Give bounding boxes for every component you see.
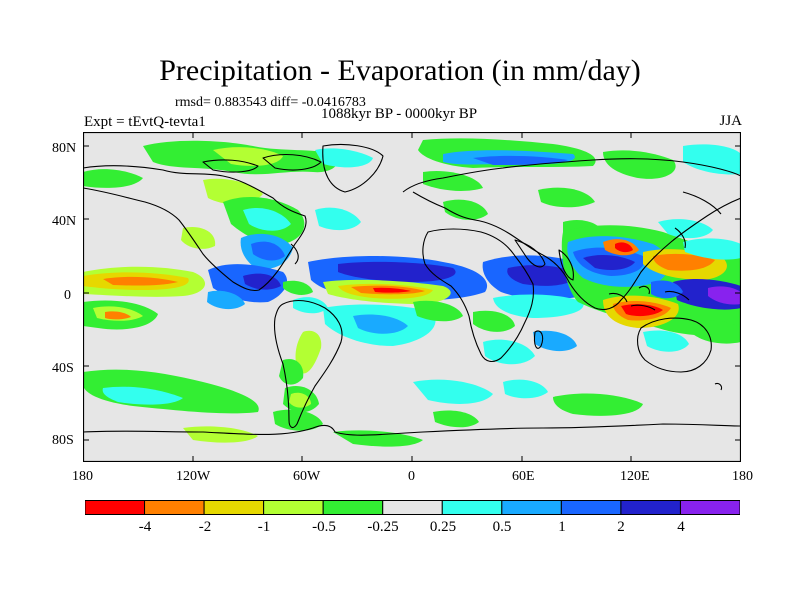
colorbar-label: -4	[138, 519, 152, 535]
season-label: JJA	[719, 113, 742, 129]
colorbar-box	[263, 500, 324, 515]
lat-label-eq: 0	[64, 288, 71, 303]
experiment-label: Expt = tEvtQ-tevta1	[84, 114, 206, 130]
colorbar-box	[560, 500, 622, 515]
colorbar-box	[679, 500, 740, 515]
lon-label-60e: 60E	[512, 469, 535, 484]
south-america-field	[279, 330, 322, 413]
lat-label-40n: 40N	[52, 214, 77, 229]
period-label: 1088kyr BP - 0000kyr BP	[321, 106, 478, 122]
lon-label-180e: 180	[732, 469, 753, 484]
atlantic-field	[308, 199, 488, 346]
colorbar-box	[144, 500, 205, 515]
lon-label-120w: 120W	[176, 469, 211, 484]
colorbar-box	[382, 500, 443, 515]
colorbar-label: 2	[617, 519, 625, 535]
colorbar-label: -1	[257, 519, 271, 535]
lat-label-80n: 80N	[52, 141, 77, 156]
colorbar-box	[203, 500, 265, 515]
colorbar-box	[620, 500, 681, 515]
stats-line: rmsd= 0.883543 diff= -0.0416783	[175, 95, 366, 110]
lon-label-60w: 60W	[293, 469, 321, 484]
colorbar-label: -0.25	[367, 519, 399, 535]
lon-label-180w: 180	[72, 469, 93, 484]
colorbar-box	[85, 500, 146, 515]
east-pacific-field	[83, 264, 328, 330]
colorbar-label: 0.5	[492, 519, 512, 535]
colorbar	[85, 500, 740, 515]
colorbar-box	[501, 500, 562, 515]
lat-label-40s: 40S	[52, 361, 74, 376]
colorbar-label: 4	[677, 519, 685, 535]
north-america-field	[181, 196, 361, 270]
lat-label-80s: 80S	[52, 433, 74, 448]
colorbar-box	[441, 500, 503, 515]
coastlines	[83, 143, 741, 436]
lon-label-0: 0	[408, 469, 415, 484]
colorbar-box	[322, 500, 384, 515]
lon-label-120e: 120E	[620, 469, 650, 484]
map-title: Precipitation - Evaporation (in mm/day)	[159, 54, 641, 87]
colorbar-label: 1	[558, 519, 566, 535]
colorbar-label: -0.5	[312, 519, 336, 535]
colorbar-label: 0.25	[429, 519, 457, 535]
arctic-field	[83, 138, 741, 208]
map-ticks	[83, 132, 741, 462]
precip-evap-map	[83, 132, 741, 462]
colorbar-label: -2	[198, 519, 212, 535]
